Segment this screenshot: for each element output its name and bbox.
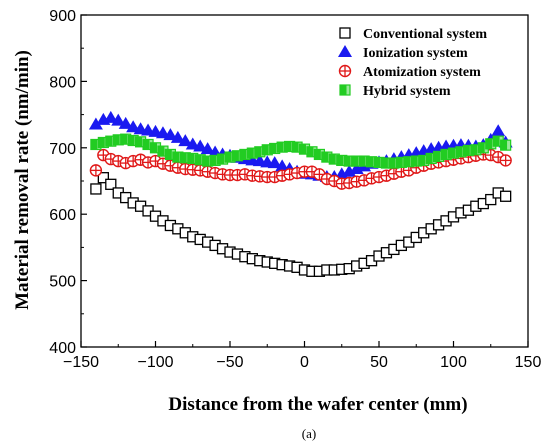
data-point-ionization [103, 110, 118, 123]
legend-label-ionization: Ionization system [363, 46, 468, 61]
x-tick-label: 100 [440, 354, 467, 371]
legend-symbol-ionization [338, 45, 352, 57]
data-point-atomization [499, 154, 512, 167]
legend-symbol-conventional [339, 27, 351, 39]
data-point-atomization [387, 167, 401, 180]
x-tick-label: −150 [63, 354, 99, 371]
legend-symbol-hybrid [339, 84, 351, 96]
data-point-ionization [111, 113, 126, 126]
legend-marker-hybrid [339, 84, 351, 96]
data-point-atomization [268, 170, 281, 184]
data-point-conventional [485, 193, 497, 206]
x-tick-label: 0 [300, 354, 309, 371]
data-point-atomization [89, 164, 103, 177]
data-point-atomization [290, 166, 304, 180]
legend: Conventional system Ionization system At… [338, 27, 487, 99]
legend-entry-atomization: Atomization system [338, 64, 481, 80]
series-hybrid [90, 133, 512, 169]
series-conventional [90, 172, 512, 277]
legend-label-atomization: Atomization system [363, 65, 481, 80]
y-tick-label: 900 [49, 8, 76, 25]
data-point-ionization [170, 130, 185, 143]
x-tick-label: 150 [515, 354, 542, 371]
legend-label-hybrid: Hybrid system [363, 84, 451, 99]
data-point-hybrid [500, 139, 512, 151]
x-axis-title: Distance from the wafer center (mm) [168, 394, 467, 415]
panel-label: (a) [302, 426, 316, 441]
legend-marker-atomization [338, 64, 352, 78]
legend-marker-conventional [339, 27, 351, 39]
y-tick-label: 500 [49, 274, 76, 291]
data-point-ionization [275, 159, 290, 172]
data-point-ionization [491, 124, 506, 137]
data-point-ionization [200, 142, 215, 155]
legend-entry-ionization: Ionization system [338, 45, 468, 61]
legend-entry-hybrid: Hybrid system [339, 84, 451, 99]
legend-label-conventional: Conventional system [363, 27, 487, 42]
legend-entry-conventional: Conventional system [339, 27, 487, 42]
data-point-ionization [193, 139, 208, 152]
y-axis-title: Material removal rate (nm/min) [12, 50, 33, 310]
data-point-ionization [163, 128, 178, 141]
y-tick-label: 700 [49, 141, 76, 158]
y-tick-label: 600 [49, 207, 76, 224]
data-point-conventional [499, 190, 512, 202]
data-point-conventional [97, 172, 109, 184]
x-tick-label: −100 [137, 354, 173, 371]
data-point-ionization [267, 156, 282, 169]
data-point-conventional [105, 178, 117, 190]
legend-symbol-atomization [338, 64, 352, 78]
y-tick-label: 800 [49, 74, 76, 91]
x-tick-label: −50 [216, 354, 243, 371]
legend-marker-ionization [338, 45, 352, 57]
data-point-ionization [118, 116, 133, 129]
y-tick-label: 400 [49, 340, 76, 357]
data-point-conventional [90, 183, 102, 195]
data-point-ionization [88, 117, 103, 130]
x-tick-label: 50 [370, 354, 388, 371]
data-point-ionization [178, 134, 193, 147]
